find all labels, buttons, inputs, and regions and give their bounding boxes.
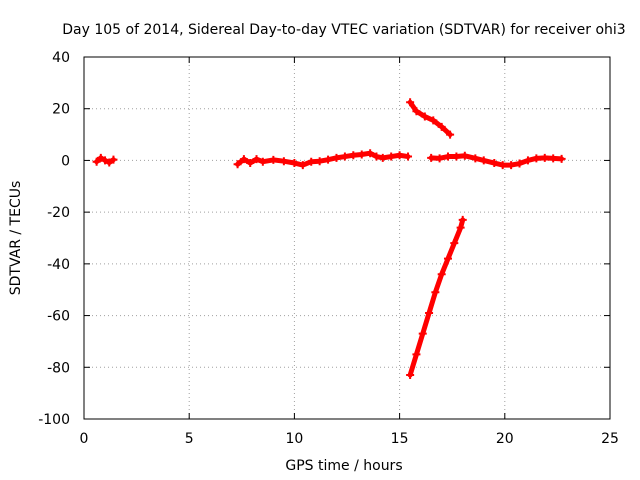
data-point bbox=[315, 157, 324, 166]
x-tick-label: 5 bbox=[185, 431, 194, 447]
plot-frame bbox=[83, 56, 611, 420]
chart-title: Day 105 of 2014, Sidereal Day-to-day VTE… bbox=[62, 22, 625, 38]
data-layer bbox=[92, 98, 566, 380]
data-point bbox=[269, 155, 278, 164]
data-point bbox=[404, 152, 413, 161]
data-point bbox=[418, 329, 427, 338]
data-point bbox=[233, 160, 242, 169]
data-series-band bbox=[428, 153, 565, 168]
x-tick-label: 0 bbox=[80, 431, 89, 447]
data-point bbox=[332, 153, 341, 162]
data-point bbox=[549, 154, 558, 163]
data-point bbox=[246, 159, 255, 168]
data-point bbox=[443, 152, 452, 161]
data-point bbox=[357, 150, 366, 159]
data-point bbox=[279, 157, 288, 166]
y-tick-label: -80 bbox=[47, 360, 70, 376]
data-point bbox=[92, 157, 101, 166]
data-point bbox=[366, 149, 375, 158]
data-point bbox=[431, 288, 440, 297]
data-point bbox=[435, 154, 444, 163]
x-tick-label: 20 bbox=[496, 431, 514, 447]
y-tick-label: -20 bbox=[47, 205, 70, 221]
data-point bbox=[437, 270, 446, 279]
grid bbox=[84, 57, 610, 419]
data-point bbox=[324, 155, 333, 164]
data-point bbox=[450, 239, 459, 248]
x-axis-label: GPS time / hours bbox=[285, 458, 402, 474]
data-point bbox=[412, 107, 421, 116]
data-point bbox=[498, 161, 507, 170]
data-point bbox=[290, 159, 299, 168]
data-point bbox=[387, 152, 396, 161]
data-point bbox=[507, 161, 516, 170]
data-point bbox=[523, 156, 532, 165]
data-point bbox=[109, 155, 118, 164]
data-point bbox=[427, 153, 436, 162]
y-tick-label: -60 bbox=[47, 309, 70, 325]
data-point bbox=[307, 157, 316, 166]
data-point bbox=[101, 156, 110, 165]
y-tick-label: 20 bbox=[52, 102, 70, 118]
data-point bbox=[456, 223, 465, 232]
data-point bbox=[105, 158, 114, 167]
y-tick-label: 40 bbox=[52, 50, 70, 66]
data-point bbox=[471, 154, 480, 163]
data-point bbox=[532, 154, 541, 163]
axis-ticks: 0 5 10 15 20 25 -100 -80 -60 -40 -20 0 20 40 bbox=[38, 50, 619, 447]
data-point bbox=[372, 152, 381, 161]
data-point bbox=[443, 254, 452, 263]
y-axis-label: SDTVAR / TECUs bbox=[8, 181, 24, 296]
data-point bbox=[557, 154, 566, 163]
data-point bbox=[406, 371, 415, 380]
data-point bbox=[406, 98, 415, 107]
data-point bbox=[252, 155, 261, 164]
y-tick-label: 0 bbox=[61, 153, 70, 169]
data-point bbox=[96, 153, 105, 162]
data-point bbox=[490, 159, 499, 168]
data-point bbox=[452, 152, 461, 161]
data-point bbox=[460, 151, 469, 160]
data-point bbox=[298, 161, 307, 170]
y-tick-label: -40 bbox=[47, 257, 70, 273]
x-tick-label: 15 bbox=[391, 431, 409, 447]
data-series-band bbox=[407, 99, 453, 138]
x-tick-label: 10 bbox=[285, 431, 303, 447]
data-point bbox=[258, 157, 267, 166]
data-point bbox=[429, 116, 438, 125]
data-point bbox=[458, 215, 467, 224]
data-point bbox=[239, 155, 248, 164]
data-point bbox=[420, 112, 429, 121]
data-point bbox=[515, 159, 524, 168]
x-tick-label: 25 bbox=[601, 431, 619, 447]
data-point bbox=[540, 153, 549, 162]
data-point bbox=[412, 350, 421, 359]
data-point bbox=[479, 156, 488, 165]
data-point bbox=[349, 151, 358, 160]
data-series-band bbox=[407, 217, 466, 378]
y-tick-label: -100 bbox=[38, 412, 70, 428]
data-point bbox=[437, 122, 446, 131]
data-point bbox=[395, 151, 404, 160]
data-point bbox=[340, 152, 349, 161]
data-point bbox=[425, 308, 434, 317]
data-point bbox=[378, 153, 387, 162]
data-point bbox=[446, 130, 455, 139]
